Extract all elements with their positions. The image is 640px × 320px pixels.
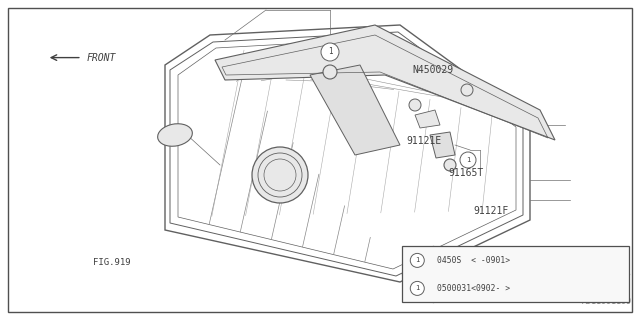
Text: 91165T: 91165T: [448, 168, 483, 178]
Text: 0450S  < -0901>: 0450S < -0901>: [436, 256, 510, 265]
Text: N450029: N450029: [413, 65, 454, 76]
Text: FIG.919: FIG.919: [93, 258, 131, 267]
Text: 91121E: 91121E: [406, 136, 442, 146]
Polygon shape: [430, 132, 455, 158]
Bar: [402, 246, 629, 302]
Circle shape: [321, 43, 339, 61]
Text: 1: 1: [415, 257, 419, 263]
Text: A911001109: A911001109: [582, 297, 632, 306]
Polygon shape: [215, 25, 555, 140]
Circle shape: [444, 159, 456, 171]
Circle shape: [323, 65, 337, 79]
Polygon shape: [415, 110, 440, 128]
Circle shape: [460, 152, 476, 168]
Circle shape: [409, 99, 421, 111]
Text: 1: 1: [328, 47, 332, 57]
Text: 0500031<0902- >: 0500031<0902- >: [436, 284, 510, 293]
Text: 1: 1: [466, 157, 470, 163]
Polygon shape: [310, 65, 400, 155]
Ellipse shape: [157, 124, 193, 146]
Circle shape: [410, 281, 424, 295]
Text: FRONT: FRONT: [87, 52, 116, 63]
Text: 91121F: 91121F: [474, 206, 509, 216]
Text: 1: 1: [415, 285, 419, 292]
Circle shape: [461, 84, 473, 96]
Circle shape: [252, 147, 308, 203]
Circle shape: [410, 253, 424, 268]
